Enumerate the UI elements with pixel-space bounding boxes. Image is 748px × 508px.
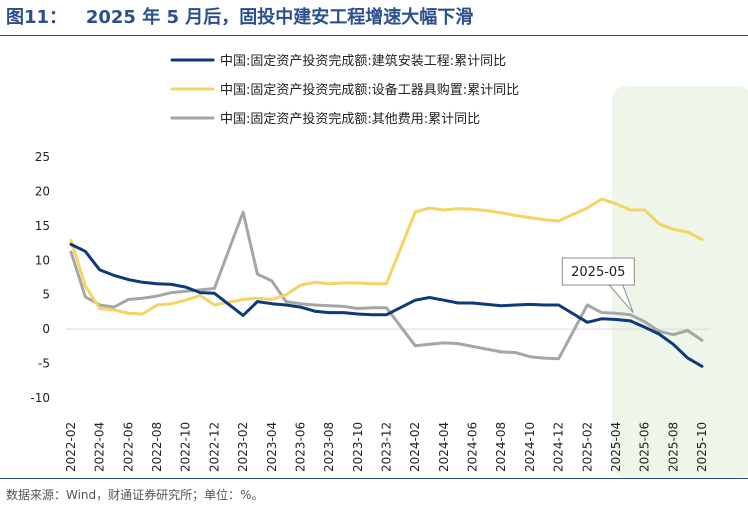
x-tick-label: 2025-04 bbox=[609, 422, 623, 472]
title-divider bbox=[0, 35, 748, 36]
source-divider bbox=[0, 478, 748, 479]
x-tick-label: 2023-06 bbox=[293, 422, 307, 472]
y-tick-label: -5 bbox=[38, 357, 50, 371]
x-tick-label: 2022-08 bbox=[150, 422, 164, 472]
callout-box bbox=[561, 257, 635, 286]
series-line bbox=[69, 242, 704, 368]
y-tick-label: -10 bbox=[30, 391, 50, 405]
x-tick-label: 2023-12 bbox=[380, 422, 394, 472]
x-tick-label: 2025-08 bbox=[666, 422, 680, 472]
x-tick-label: 2025-10 bbox=[695, 422, 709, 472]
series-line bbox=[69, 197, 704, 316]
source-note: 数据来源：Wind，财通证券研究所；单位：%。 bbox=[6, 488, 264, 502]
figure-title: 图11： 2025 年 5 月后，固投中建安工程增速大幅下滑 bbox=[6, 7, 474, 28]
x-tick-label: 2024-12 bbox=[552, 422, 566, 472]
x-tick-label: 2024-04 bbox=[437, 422, 451, 472]
legend-label: 中国:固定资产投资完成额:其他费用:累计同比 bbox=[220, 111, 480, 127]
y-tick-label: 5 bbox=[42, 288, 50, 302]
x-tick-label: 2022-12 bbox=[207, 422, 221, 472]
x-tick-label: 2025-02 bbox=[580, 422, 594, 472]
x-tick-label: 2023-04 bbox=[265, 422, 279, 472]
x-tick-label: 2023-10 bbox=[351, 422, 365, 472]
x-tick-label: 2024-08 bbox=[494, 422, 508, 472]
y-tick-label: 25 bbox=[35, 150, 50, 164]
x-tick-label: 2024-02 bbox=[408, 422, 422, 472]
x-tick-label: 2025-06 bbox=[638, 422, 652, 472]
line-chart: -10 -5 0 5 10 15 20 25 2022-02 2022-04 2022-06 2022… bbox=[30, 53, 748, 478]
callout-label: 2025-05 bbox=[571, 265, 625, 280]
x-tick-label: 2023-02 bbox=[236, 422, 250, 472]
x-tick-label: 2022-04 bbox=[93, 422, 107, 472]
x-tick-label: 2022-02 bbox=[64, 422, 78, 472]
y-tick-label: 10 bbox=[35, 253, 50, 267]
x-tick-label: 2022-06 bbox=[121, 422, 135, 472]
highlight-band bbox=[611, 86, 748, 478]
x-tick-label: 2024-06 bbox=[466, 422, 480, 472]
x-tick-label: 2023-08 bbox=[322, 422, 336, 472]
x-tick-label: 2024-10 bbox=[523, 422, 537, 472]
y-tick-label: 0 bbox=[42, 322, 50, 336]
x-tick-label: 2022-10 bbox=[179, 422, 193, 472]
legend-label: 中国:固定资产投资完成额:设备工器具购置:累计同比 bbox=[220, 82, 519, 98]
legend-label: 中国:固定资产投资完成额:建筑安装工程:累计同比 bbox=[220, 53, 506, 69]
series-line bbox=[69, 210, 704, 361]
y-tick-label: 15 bbox=[35, 219, 50, 233]
y-tick-label: 20 bbox=[35, 184, 50, 198]
